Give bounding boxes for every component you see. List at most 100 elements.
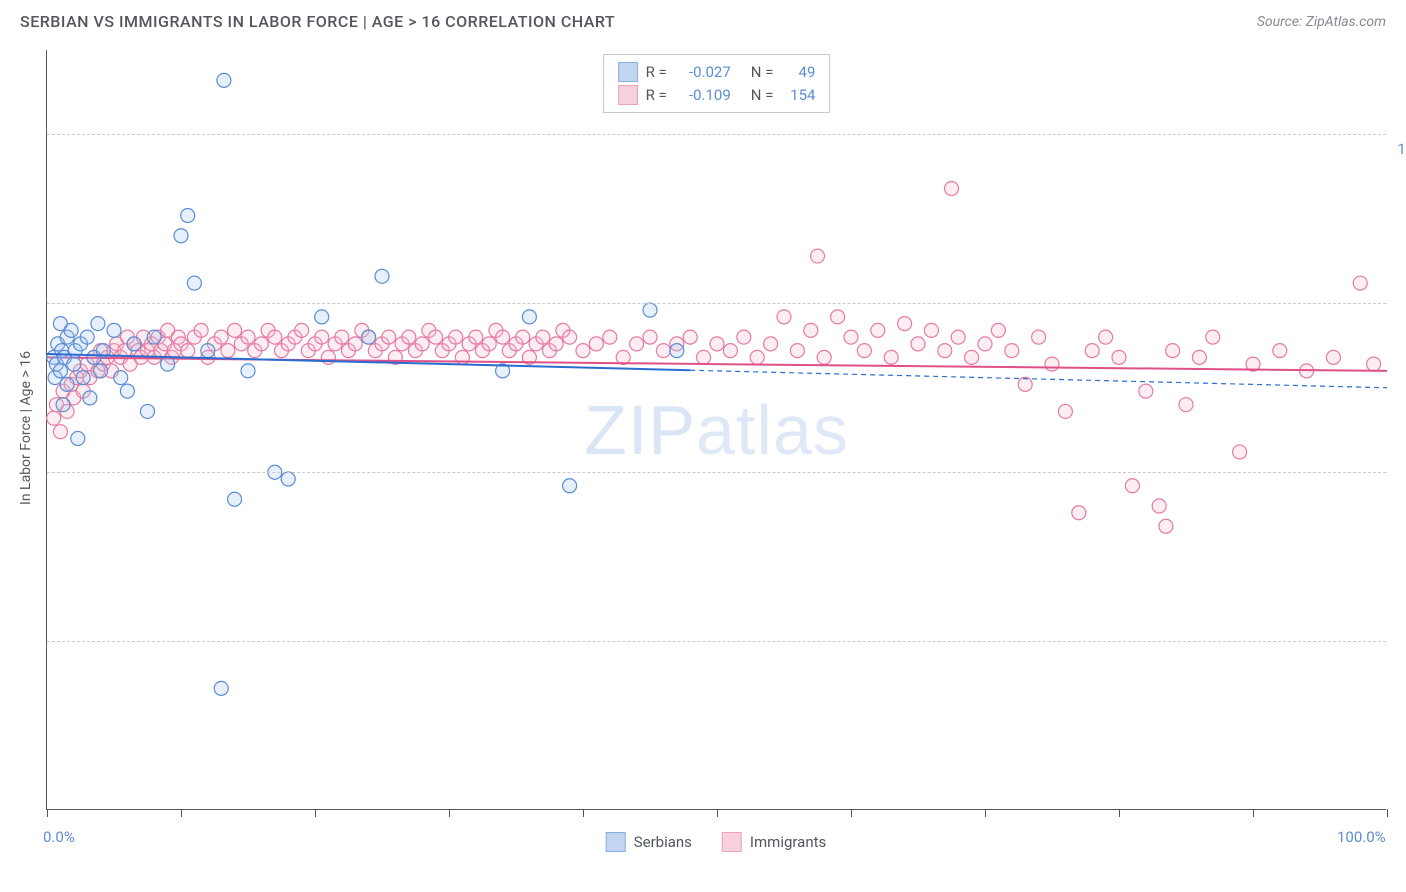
immigrants-point xyxy=(1032,330,1046,344)
serbians-point xyxy=(64,323,78,337)
immigrants-point xyxy=(47,411,61,425)
immigrants-point xyxy=(315,330,329,344)
x-tick xyxy=(47,809,48,817)
immigrants-point xyxy=(683,330,697,344)
immigrants-point xyxy=(496,330,510,344)
legend-series-label: Serbians xyxy=(634,833,692,851)
serbians-point xyxy=(214,681,228,695)
x-tick xyxy=(851,809,852,817)
immigrants-point xyxy=(382,330,396,344)
serbians-point xyxy=(563,479,577,493)
immigrants-point xyxy=(549,337,563,351)
immigrants-point xyxy=(1085,344,1099,358)
immigrants-point xyxy=(817,350,831,364)
x-tick xyxy=(717,809,718,817)
serbians-trendline-extrapolated xyxy=(690,370,1387,388)
immigrants-point xyxy=(857,344,871,358)
serbians-point xyxy=(80,330,94,344)
x-tick xyxy=(449,809,450,817)
immigrants-point xyxy=(630,337,644,351)
serbians-point xyxy=(315,310,329,324)
y-tick-label: 100.0% xyxy=(1397,140,1406,158)
immigrants-point xyxy=(268,330,282,344)
serbians-point xyxy=(76,371,90,385)
immigrants-point xyxy=(1005,344,1019,358)
immigrants-point xyxy=(254,337,268,351)
immigrants-point xyxy=(911,337,925,351)
chart-container: ZIPatlas R = -0.027N = 49R = -0.109N = 1… xyxy=(46,50,1386,810)
scatter-svg xyxy=(47,50,1387,810)
gridline xyxy=(47,472,1386,473)
serbians-point xyxy=(127,337,141,351)
legend-n-label: N = xyxy=(751,84,774,107)
immigrants-point xyxy=(951,330,965,344)
x-tick-label: 100.0% xyxy=(1337,828,1386,846)
serbians-point xyxy=(241,364,255,378)
serbians-point xyxy=(107,323,121,337)
legend-bottom-serbians: Serbians xyxy=(606,832,692,852)
immigrants-point xyxy=(563,330,577,344)
serbians-point xyxy=(181,209,195,223)
immigrants-point xyxy=(402,330,416,344)
immigrants-point xyxy=(1125,479,1139,493)
immigrants-point xyxy=(1206,330,1220,344)
immigrants-point xyxy=(321,350,335,364)
gridline xyxy=(47,303,1386,304)
serbians-point xyxy=(83,391,97,405)
legend-swatch xyxy=(606,832,626,852)
immigrants-point xyxy=(603,330,617,344)
immigrants-point xyxy=(469,330,483,344)
immigrants-point xyxy=(1112,350,1126,364)
immigrants-point xyxy=(991,323,1005,337)
serbians-point xyxy=(643,303,657,317)
immigrants-point xyxy=(945,181,959,195)
legend-row-immigrants: R = -0.109N = 154 xyxy=(618,84,816,107)
immigrants-point xyxy=(589,337,603,351)
immigrants-point xyxy=(790,344,804,358)
immigrants-point xyxy=(978,337,992,351)
serbians-point xyxy=(91,317,105,331)
immigrants-point xyxy=(844,330,858,344)
immigrants-point xyxy=(335,330,349,344)
immigrants-point xyxy=(965,350,979,364)
immigrants-point xyxy=(811,249,825,263)
immigrants-point xyxy=(295,323,309,337)
immigrants-point xyxy=(194,323,208,337)
immigrants-point xyxy=(723,344,737,358)
immigrants-point xyxy=(228,323,242,337)
immigrants-point xyxy=(697,350,711,364)
immigrants-point xyxy=(804,323,818,337)
serbians-point xyxy=(94,364,108,378)
legend-row-serbians: R = -0.027N = 49 xyxy=(618,61,816,84)
serbians-point xyxy=(161,357,175,371)
x-tick xyxy=(315,809,316,817)
gridline xyxy=(47,134,1386,135)
legend-swatch xyxy=(618,62,638,82)
immigrants-point xyxy=(1179,398,1193,412)
immigrants-point xyxy=(214,330,228,344)
immigrants-point xyxy=(871,323,885,337)
serbians-point xyxy=(375,269,389,283)
series-legend: Serbians Immigrants xyxy=(606,832,827,852)
immigrants-point xyxy=(449,330,463,344)
serbians-point xyxy=(141,404,155,418)
immigrants-point xyxy=(1072,506,1086,520)
immigrants-point xyxy=(429,330,443,344)
immigrants-point xyxy=(576,344,590,358)
legend-bottom-immigrants: Immigrants xyxy=(722,832,826,852)
legend-n-value: 49 xyxy=(781,61,815,84)
serbians-point xyxy=(147,330,161,344)
immigrants-point xyxy=(1045,357,1059,371)
x-tick xyxy=(181,809,182,817)
x-tick xyxy=(1253,809,1254,817)
immigrants-point xyxy=(656,344,670,358)
serbians-point xyxy=(228,492,242,506)
immigrants-point xyxy=(884,350,898,364)
immigrants-point xyxy=(221,344,235,358)
serbians-point xyxy=(120,384,134,398)
chart-header: SERBIAN VS IMMIGRANTS IN LABOR FORCE | A… xyxy=(0,0,1406,39)
immigrants-point xyxy=(1139,384,1153,398)
immigrants-point xyxy=(241,330,255,344)
serbians-point xyxy=(53,364,67,378)
immigrants-point xyxy=(516,330,530,344)
